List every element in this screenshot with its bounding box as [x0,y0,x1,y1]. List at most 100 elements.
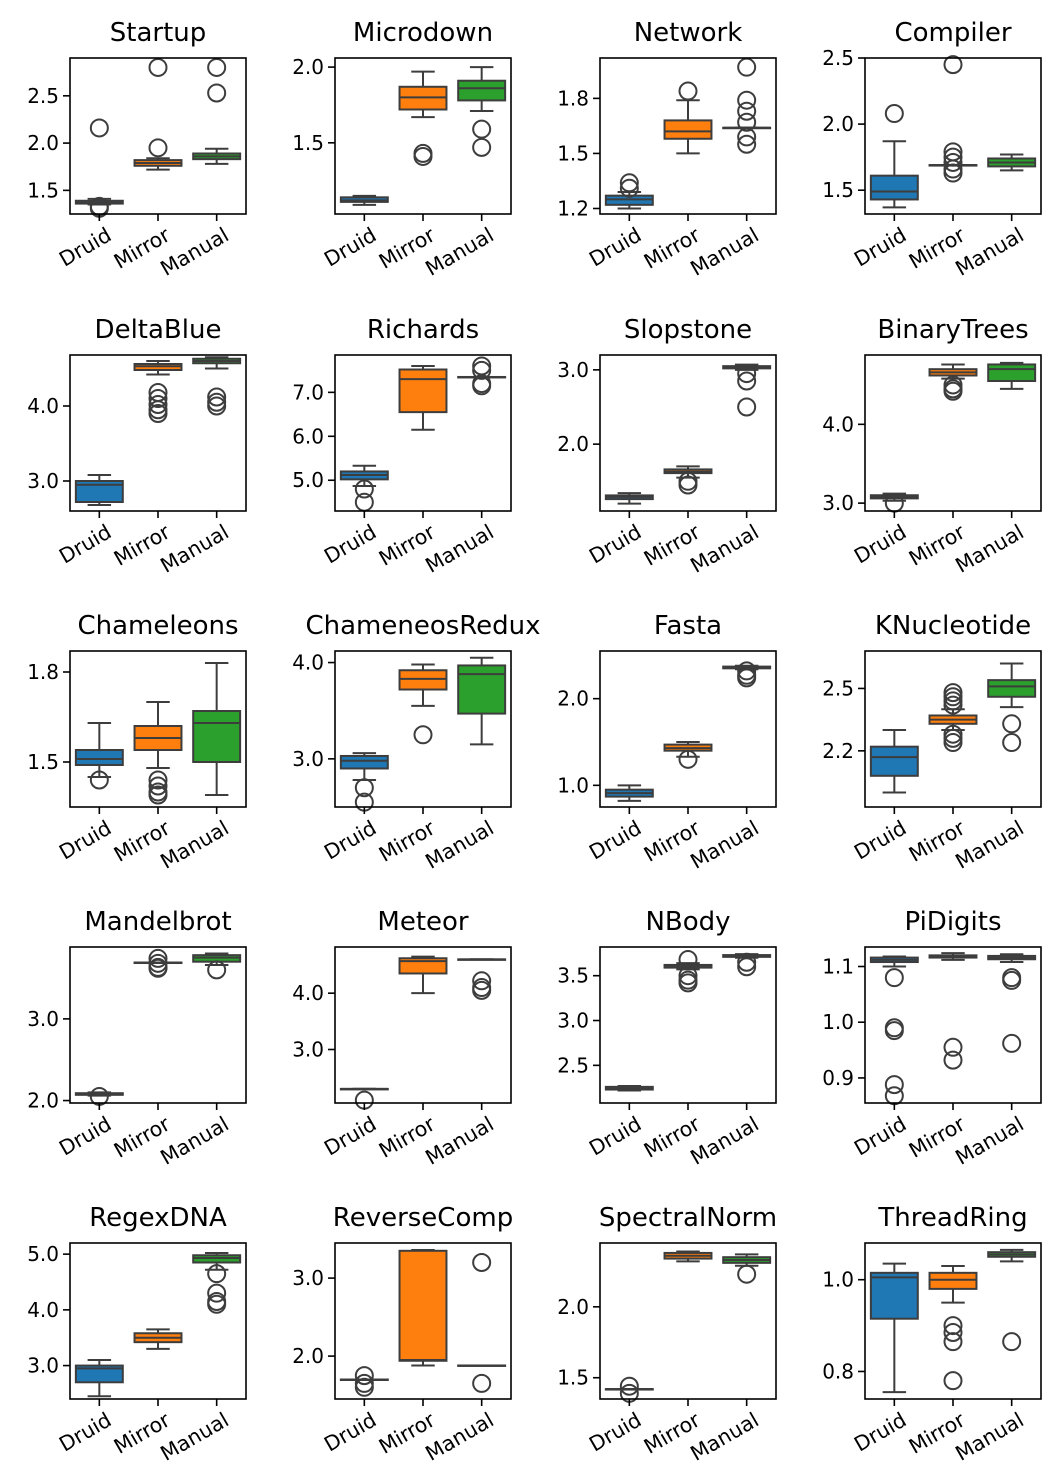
iqr-box [869,174,919,201]
iqr-box [74,1364,124,1384]
box-manual [987,361,1037,390]
ytick-label: 3.0 [27,1007,59,1031]
outlier-point [207,57,227,77]
outlier-point [737,668,757,688]
plot-frame [599,650,777,808]
xtick-label-manual: Manual [951,1408,1028,1466]
ytick-label: 4.0 [822,412,854,436]
outlier-point [1002,714,1022,734]
outlier-point [148,958,168,978]
box-druid [74,1086,124,1106]
xtick-label-manual: Manual [951,223,1028,281]
iqr-box [987,363,1037,383]
panel-title: PiDigits [904,907,1001,937]
panel-title: ThreadRing [877,1203,1027,1233]
box-mirror [133,948,183,978]
xtick-label-druid: Druid [55,1112,115,1161]
ytick-label: 2.0 [27,131,59,155]
ytick-label: 3.0 [557,1009,589,1033]
outlier-point [678,973,698,993]
outlier-point [678,749,698,769]
ytick-label: 1.5 [27,178,59,202]
xtick-label-druid: Druid [585,223,645,272]
panel-title: Slopstone [624,315,752,345]
box-manual [192,952,242,980]
xtick-label-manual: Manual [156,223,233,281]
box-manual [987,662,1037,753]
outlier-point [619,173,639,193]
ytick-label: 2.5 [27,84,59,108]
iqr-box [663,119,713,140]
ytick-label: 1.0 [822,1268,854,1292]
xtick-label-druid: Druid [850,816,910,865]
ytick-label: 3.0 [822,491,854,515]
xtick-label-druid: Druid [585,816,645,865]
box-mirror [133,701,183,805]
ytick-label: 4.0 [292,981,324,1005]
xtick-label-manual: Manual [156,1408,233,1466]
iqr-box [74,749,124,766]
outlier-point [472,119,492,139]
outlier-point [943,1050,963,1070]
box-druid [869,104,919,209]
ytick-label: 0.8 [822,1359,854,1383]
ytick-label: 1.8 [557,86,589,110]
outlier-point [943,147,963,167]
box-manual [722,952,772,977]
outlier-point [943,152,963,172]
xtick-label-manual: Manual [951,520,1028,578]
box-druid [604,1376,654,1403]
xtick-label-manual: Manual [686,1112,763,1170]
box-druid [869,492,919,513]
outlier-point [737,661,757,681]
xtick-label-druid: Druid [320,1112,380,1161]
box-mirror [663,465,713,495]
box-mirror [663,81,713,155]
xtick-label-druid: Druid [55,1408,115,1457]
box-druid [604,784,654,802]
box-mirror [928,952,978,1070]
outlier-point [207,83,227,103]
xtick-label-druid: Druid [320,520,380,569]
panel-title: BinaryTrees [877,315,1028,345]
outlier-point [943,55,963,75]
outlier-point [207,1283,227,1303]
outlier-point [737,371,757,391]
iqr-box [192,710,242,763]
outlier-point [737,397,757,417]
xtick-label-manual: Manual [156,1112,233,1170]
outlier-point [678,966,698,986]
outlier-point [943,163,963,183]
outlier-point [737,364,757,384]
ytick-label: 3.0 [27,1354,59,1378]
outlier-point [678,81,698,101]
box-mirror [663,950,713,993]
box-druid [604,173,654,210]
outlier-point [207,960,227,980]
xtick-label-druid: Druid [585,1112,645,1161]
outlier-point [472,1373,492,1393]
xtick-label-druid: Druid [320,816,380,865]
ytick-label: 2.2 [822,739,854,763]
outlier-point [884,1021,904,1041]
outlier-point [148,948,168,968]
panel-title: DeltaBlue [95,315,222,345]
ytick-label: 4.0 [292,651,324,675]
box-druid [339,1087,389,1110]
box-druid [869,955,919,1106]
outlier-point [472,376,492,396]
ytick-label: 7.0 [292,380,324,404]
ytick-label: 5.0 [292,468,324,492]
outlier-point [472,356,492,376]
ytick-label: 3.5 [557,964,589,988]
outlier-point [148,395,168,414]
box-manual [722,661,772,688]
box-mirror [398,1249,448,1367]
